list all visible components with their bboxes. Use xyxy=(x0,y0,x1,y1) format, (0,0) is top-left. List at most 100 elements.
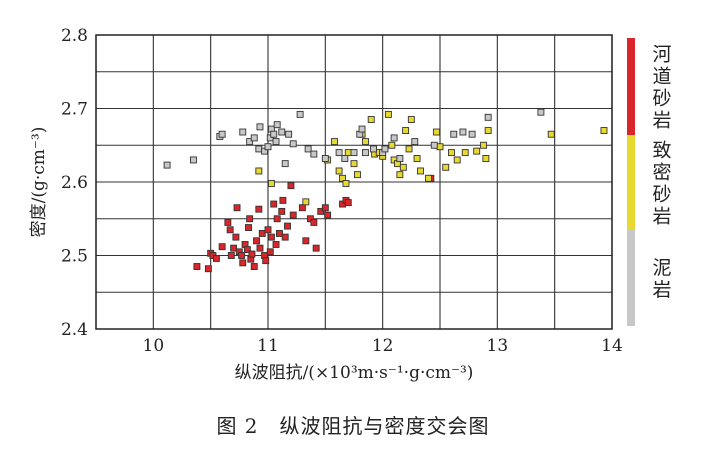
data-point xyxy=(279,196,287,204)
data-point xyxy=(442,163,450,171)
y-tick-label: 2.4 xyxy=(61,320,88,340)
data-point xyxy=(285,130,293,138)
y-tick-label: 2.7 xyxy=(61,100,88,120)
x-tick-label: 13 xyxy=(487,336,509,356)
data-point xyxy=(321,155,329,162)
data-point xyxy=(239,128,247,136)
data-point xyxy=(243,246,251,254)
data-point xyxy=(484,127,492,135)
data-point xyxy=(381,145,389,153)
data-point xyxy=(253,237,260,245)
data-point xyxy=(473,147,481,155)
x-tick-label: 10 xyxy=(143,336,165,356)
data-point xyxy=(264,226,272,234)
x-axis-title: 纵波阻抗/(×10³m·s⁻¹·g·cm⁻³) xyxy=(235,363,474,383)
data-point xyxy=(344,149,352,157)
data-point xyxy=(281,160,289,168)
data-point xyxy=(411,138,419,146)
data-point xyxy=(226,226,234,234)
data-point xyxy=(218,243,226,251)
data-point xyxy=(233,204,241,212)
data-point xyxy=(212,254,220,262)
data-point xyxy=(245,224,252,232)
data-point xyxy=(342,180,350,187)
data-point xyxy=(264,143,272,151)
data-point xyxy=(468,130,476,138)
data-point xyxy=(436,143,444,151)
data-point xyxy=(399,163,407,171)
legend-color-bar xyxy=(627,230,635,326)
data-point xyxy=(310,150,318,158)
data-point xyxy=(266,248,274,256)
data-point xyxy=(310,218,318,226)
data-point xyxy=(204,265,212,273)
legend-label: 泥岩 xyxy=(652,257,671,301)
data-point xyxy=(190,156,197,164)
data-point xyxy=(390,134,398,142)
data-point xyxy=(270,200,278,208)
legend-color-bar xyxy=(627,38,635,135)
data-point xyxy=(362,138,369,146)
data-point xyxy=(407,116,415,123)
x-tick-label: 12 xyxy=(372,336,394,356)
data-point xyxy=(335,149,343,157)
data-point xyxy=(289,211,297,219)
data-point xyxy=(547,130,555,138)
data-point xyxy=(425,174,432,182)
data-point xyxy=(278,128,286,136)
data-point xyxy=(388,141,396,149)
data-point xyxy=(482,155,490,162)
y-tick-label: 2.5 xyxy=(61,247,88,267)
data-point xyxy=(402,127,410,135)
data-point xyxy=(484,113,492,121)
data-point xyxy=(256,123,264,131)
data-point xyxy=(417,167,424,175)
data-point xyxy=(224,218,232,226)
data-point xyxy=(450,130,458,138)
y-tick-label: 2.6 xyxy=(61,173,88,193)
data-point xyxy=(256,244,264,252)
data-point xyxy=(448,149,455,157)
grid xyxy=(95,34,613,330)
x-axis-ticks: 10 11 12 13 14 xyxy=(143,336,623,356)
data-point xyxy=(273,215,281,223)
data-point xyxy=(335,167,343,175)
data-point xyxy=(370,145,377,153)
data-point xyxy=(272,241,280,248)
data-point xyxy=(302,237,310,245)
data-point xyxy=(344,199,352,207)
data-point xyxy=(163,161,171,169)
data-point xyxy=(321,204,329,212)
data-point xyxy=(267,180,275,187)
data-point xyxy=(537,108,545,116)
data-point xyxy=(461,149,469,157)
data-point xyxy=(312,244,320,252)
data-point xyxy=(246,138,254,146)
legend-label: 致密砂岩 xyxy=(652,140,671,228)
data-point xyxy=(248,250,256,258)
x-tick-label: 11 xyxy=(257,336,279,356)
scatter-chart: 10 11 12 13 14 2.4 2.5 2.6 2.7 2.8 纵波阻抗/(×10³m·s… xyxy=(29,26,672,383)
y-axis-ticks: 2.4 2.5 2.6 2.7 2.8 xyxy=(61,26,88,340)
data-point xyxy=(193,263,201,270)
data-point xyxy=(246,215,254,223)
data-point xyxy=(230,244,238,252)
data-point xyxy=(350,160,358,168)
x-tick-label: 14 xyxy=(601,336,623,356)
data-point xyxy=(396,155,404,162)
data-point xyxy=(250,263,258,270)
data-points xyxy=(163,108,608,273)
data-point xyxy=(262,257,270,265)
data-point xyxy=(353,171,361,179)
data-point xyxy=(396,171,404,179)
data-point xyxy=(218,130,226,138)
data-point xyxy=(289,140,297,148)
data-point xyxy=(298,204,306,212)
data-point xyxy=(273,121,281,129)
data-point xyxy=(284,222,291,230)
data-point xyxy=(255,167,263,175)
data-point xyxy=(287,182,295,190)
data-point xyxy=(600,127,608,135)
data-point xyxy=(250,134,258,142)
